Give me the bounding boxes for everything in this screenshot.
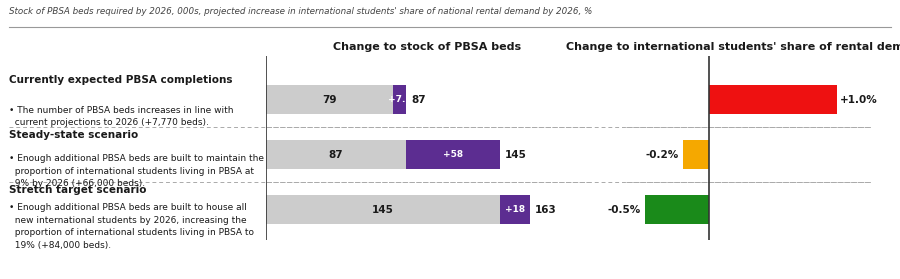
Bar [266,85,393,114]
Bar [266,140,407,169]
Bar [683,140,708,169]
Text: Steady-state scenario: Steady-state scenario [9,130,139,140]
Bar [500,195,529,224]
Text: 87: 87 [328,150,343,160]
Text: 79: 79 [322,95,337,105]
Bar [644,195,708,224]
Text: Currently expected PBSA completions: Currently expected PBSA completions [9,75,232,85]
Text: 87: 87 [411,95,426,105]
Text: Stretch target scenario: Stretch target scenario [9,185,147,195]
Text: 145: 145 [505,150,527,160]
Text: • The number of PBSA beds increases in line with
  current projections to 2026 (: • The number of PBSA beds increases in l… [9,106,233,127]
Text: +18: +18 [505,205,525,214]
Text: Change to international students' share of rental demand: Change to international students' share … [566,42,900,52]
Bar [393,85,406,114]
Text: 163: 163 [535,205,556,215]
Text: • Enough additional PBSA beds are built to maintain the
  proportion of internat: • Enough additional PBSA beds are built … [9,155,264,189]
Bar [708,85,836,114]
Text: Stock of PBSA beds required by 2026, 000s, projected increase in international s: Stock of PBSA beds required by 2026, 000… [9,7,592,16]
Text: -0.2%: -0.2% [646,150,680,160]
Bar [407,140,500,169]
Text: 145: 145 [372,205,394,215]
Text: -0.5%: -0.5% [608,205,641,215]
Text: +1.0%: +1.0% [841,95,878,105]
Text: +7.7: +7.7 [388,95,411,104]
Text: Change to stock of PBSA beds: Change to stock of PBSA beds [333,42,522,52]
Text: +58: +58 [444,150,464,159]
Bar [266,195,500,224]
Text: • Enough additional PBSA beds are built to house all
  new international student: • Enough additional PBSA beds are built … [9,203,254,250]
